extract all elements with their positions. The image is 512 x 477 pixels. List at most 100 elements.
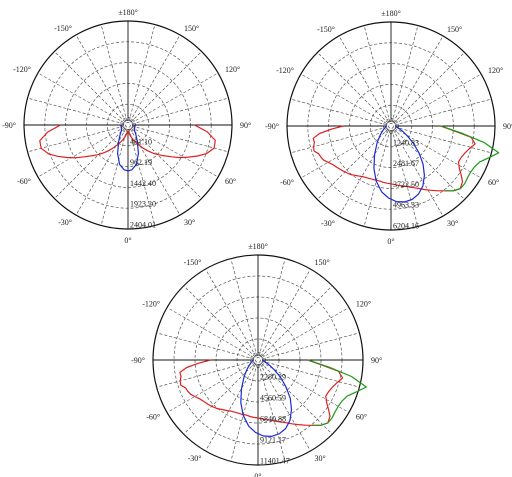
- grid-ray: [394, 127, 482, 179]
- angle-label-0: 0°: [124, 236, 131, 245]
- curve-red: [179, 359, 344, 426]
- grid-ray: [183, 285, 256, 358]
- grid-ray: [261, 361, 350, 413]
- grid-ray: [394, 73, 482, 125]
- angle-label-neg30: -30°: [58, 218, 72, 227]
- grid-ray: [261, 332, 360, 360]
- grid-ray: [166, 361, 255, 413]
- curve-blue: [240, 359, 293, 437]
- ring-label: 1442.40: [130, 179, 156, 188]
- grid-ray: [290, 126, 388, 154]
- grid-ray: [261, 307, 350, 359]
- ring-label: 2481.67: [393, 159, 419, 168]
- angle-label-neg60: -60°: [280, 178, 294, 187]
- grid-ray: [363, 25, 391, 123]
- curve-green: [308, 359, 367, 426]
- grid-ray: [131, 125, 229, 153]
- angle-label-neg150: -150°: [317, 25, 335, 34]
- grid-ray: [156, 332, 255, 360]
- grid-ray: [166, 307, 255, 359]
- center-ring: [388, 123, 394, 129]
- grid-ray: [260, 362, 333, 435]
- grid-ray: [27, 97, 125, 125]
- grid-ray: [54, 51, 126, 123]
- grid-ray: [156, 360, 255, 388]
- grid-ray: [261, 360, 360, 388]
- angle-label-0: 0°: [254, 472, 261, 477]
- grid-ray: [37, 72, 125, 124]
- ring-label: 2404.01: [130, 221, 156, 230]
- angle-label-30: 30°: [447, 219, 458, 228]
- grid-ray: [75, 128, 127, 216]
- angle-label-neg30: -30°: [321, 219, 335, 228]
- ring-label: 1923.20: [130, 200, 156, 209]
- grid-ray: [130, 51, 202, 123]
- grid-ray: [205, 268, 257, 357]
- angle-label-neg90: -90°: [265, 122, 279, 131]
- angle-label-120: 120°: [225, 65, 240, 74]
- grid-ray: [100, 128, 128, 226]
- curve-red: [39, 124, 216, 159]
- ring-label: 962.19: [130, 158, 152, 167]
- ring-label: 3722.50: [393, 180, 419, 189]
- grid-ray: [393, 128, 465, 200]
- angle-label-150: 150°: [184, 24, 199, 33]
- grid-ray: [54, 127, 126, 199]
- angle-label-60: 60°: [356, 413, 367, 422]
- curve-red: [312, 125, 476, 192]
- polar-chart-2: 1240.83 2481.67 3722.50 4963.33 6204.16 ±180°…: [265, 9, 512, 246]
- grid-ray: [317, 52, 389, 124]
- angle-label-60: 60°: [225, 177, 236, 186]
- grid-ray: [260, 285, 333, 358]
- angle-label-neg90: -90°: [131, 356, 145, 365]
- grid-ray: [394, 126, 492, 154]
- angle-label-180: ±180°: [118, 8, 138, 17]
- polar-chart-1: 481.10 962.19 1442.40 1923.20 2404.01 ±180° 15…: [2, 8, 251, 245]
- angle-label-neg150: -150°: [184, 258, 202, 267]
- grid-ray: [393, 52, 465, 124]
- grid-ray: [300, 127, 388, 179]
- grid-ray: [259, 268, 311, 357]
- ring-label: 1240.83: [393, 138, 419, 147]
- ring-label: 6204.16: [393, 222, 419, 231]
- grid-ray: [205, 363, 257, 452]
- grid-ray: [230, 258, 258, 357]
- grid-ray: [75, 34, 127, 122]
- angle-label-30: 30°: [184, 218, 195, 227]
- grid-ray: [37, 126, 125, 178]
- angle-label-90: 90°: [503, 122, 512, 131]
- grid-ray: [338, 35, 390, 123]
- grid-ray: [258, 258, 286, 357]
- grid-ray: [27, 125, 125, 153]
- ring-label: 9121.17: [260, 436, 286, 445]
- grid-ray: [129, 128, 181, 216]
- grid-ray: [131, 72, 219, 124]
- grid-ray: [391, 129, 419, 227]
- ring-label: 6840.88: [260, 415, 286, 424]
- angle-label-neg60: -60°: [146, 413, 160, 422]
- angle-label-neg120: -120°: [142, 300, 160, 309]
- angle-label-neg60: -60°: [17, 177, 31, 186]
- grid-ray: [183, 362, 256, 435]
- angle-label-90: 90°: [240, 121, 251, 130]
- grid-ray: [230, 363, 258, 462]
- angle-label-150: 150°: [315, 258, 330, 267]
- ring-label: 4963.33: [393, 201, 419, 210]
- grid-ray: [300, 73, 388, 125]
- grid-ray: [392, 129, 444, 217]
- grid-ray: [394, 98, 492, 126]
- angle-label-neg120: -120°: [13, 65, 31, 74]
- grid-ray: [130, 127, 202, 199]
- angle-label-150: 150°: [447, 25, 462, 34]
- center-ring: [125, 122, 131, 128]
- grid-ray: [392, 35, 444, 123]
- ring-label: 11401.47: [260, 457, 290, 466]
- grid-ray: [259, 363, 311, 452]
- grid-ray: [363, 129, 391, 227]
- angle-label-120: 120°: [356, 300, 371, 309]
- grid-ray: [100, 24, 128, 122]
- angle-label-30: 30°: [315, 454, 326, 463]
- angle-label-60: 60°: [488, 178, 499, 187]
- angle-label-neg90: -90°: [2, 121, 16, 130]
